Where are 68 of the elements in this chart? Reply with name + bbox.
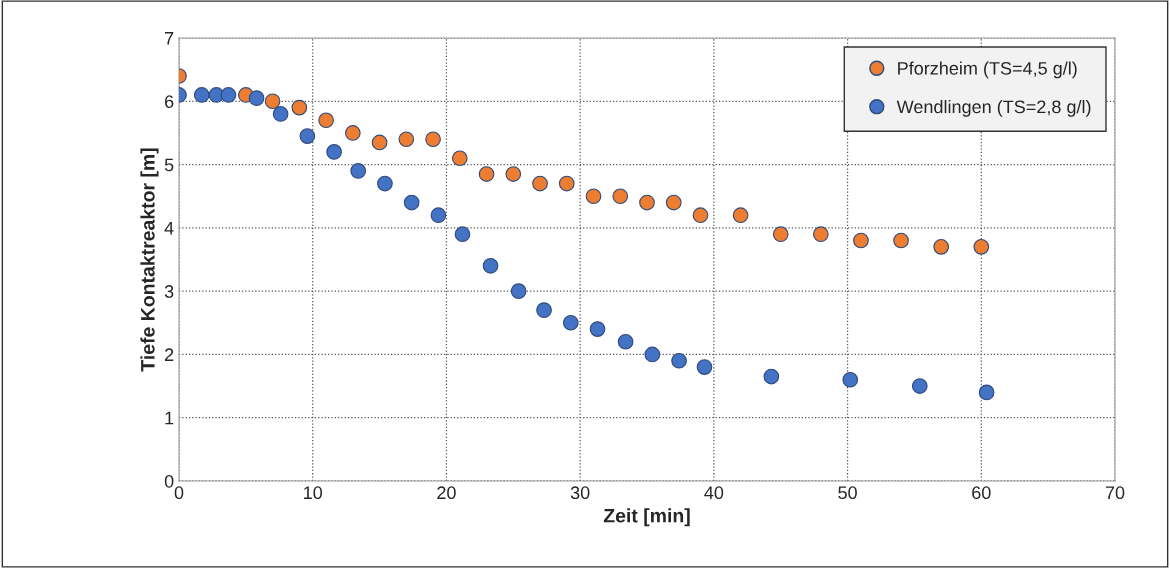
- point: [772, 226, 789, 243]
- point: [220, 87, 237, 103]
- point: [911, 378, 928, 394]
- point: [692, 207, 709, 224]
- point: [732, 207, 749, 224]
- point: [318, 112, 334, 129]
- point: [853, 232, 869, 249]
- y-tick-label: 2: [165, 348, 174, 361]
- point: [403, 194, 420, 211]
- legend-label: Pforzheim (TS=4,5 g/l): [898, 61, 1077, 79]
- point: [812, 226, 829, 243]
- point: [973, 239, 990, 255]
- x-tick-label: 70: [1105, 486, 1125, 500]
- x-tick-label: 0: [174, 486, 184, 500]
- x-tick-label: 30: [570, 486, 590, 500]
- y-tick-label: 5: [164, 158, 174, 172]
- legend-label: Wendlingen (TS=2,8 g/l): [896, 99, 1091, 117]
- y-tick-label: 7: [165, 32, 174, 45]
- point: [350, 163, 367, 179]
- point: [893, 232, 909, 249]
- point: [264, 93, 281, 110]
- y-tick-label: 6: [165, 95, 174, 109]
- y-tick-label: 1: [165, 411, 174, 425]
- point: [193, 87, 210, 103]
- point: [696, 359, 713, 375]
- y-tick-label: 0: [164, 474, 174, 488]
- y-axis-title: Tiefe Kontaktreaktor [m]: [140, 148, 159, 372]
- x-tick-label: 20: [437, 486, 456, 500]
- point: [510, 283, 527, 299]
- point: [478, 166, 495, 182]
- x-tick-label: 50: [838, 486, 857, 500]
- point: [291, 99, 308, 116]
- point: [451, 150, 468, 167]
- point: [978, 384, 995, 401]
- point: [371, 134, 388, 151]
- x-tick-label: 10: [304, 486, 323, 500]
- point: [532, 175, 548, 192]
- point: [377, 175, 393, 192]
- point: [644, 346, 661, 363]
- point: [585, 188, 602, 205]
- point: [933, 239, 950, 255]
- point: [299, 128, 316, 144]
- point: [671, 352, 687, 369]
- point: [326, 144, 342, 160]
- point: [482, 257, 499, 274]
- point: [589, 321, 606, 337]
- point: [272, 106, 289, 122]
- point: [842, 371, 859, 388]
- point: [617, 333, 634, 350]
- y-tick-label: 3: [164, 285, 174, 298]
- x-tick-label: 60: [972, 486, 991, 500]
- point: [430, 207, 447, 224]
- x-tick-label: 40: [704, 486, 724, 500]
- point: [425, 131, 441, 148]
- point: [344, 125, 361, 141]
- point: [248, 90, 265, 106]
- point: [505, 166, 522, 182]
- point: [562, 314, 579, 331]
- point: [558, 175, 575, 192]
- point: [665, 194, 682, 211]
- y-tick-label: 4: [164, 221, 174, 235]
- point: [763, 368, 780, 385]
- x-axis-title: Zeit [min]: [603, 508, 690, 527]
- point: [536, 302, 552, 318]
- point: [639, 194, 655, 211]
- point: [398, 131, 415, 148]
- point: [454, 226, 471, 243]
- point: [612, 188, 629, 205]
